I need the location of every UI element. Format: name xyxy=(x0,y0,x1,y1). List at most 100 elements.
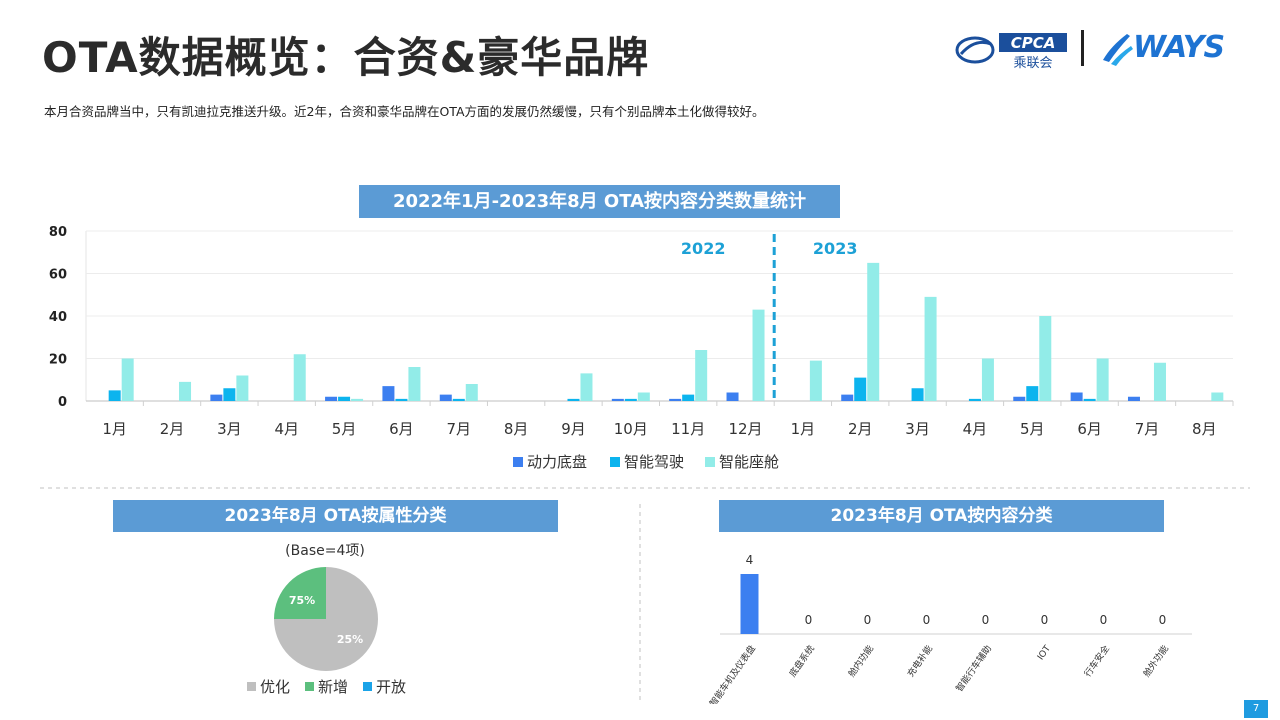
main-chart-bar xyxy=(408,367,421,401)
main-chart-y-tick: 0 xyxy=(58,395,67,410)
main-chart-y-tick: 80 xyxy=(49,225,67,240)
main-chart-bar xyxy=(338,396,351,401)
main-chart-bar xyxy=(1096,358,1109,401)
main-chart-bar xyxy=(293,354,306,401)
main-chart-bar xyxy=(1026,386,1039,401)
pie-chart-title: 2023年8月 OTA按属性分类 xyxy=(113,500,558,532)
main-chart-bar xyxy=(223,388,236,401)
year-label-2022: 2022 xyxy=(681,239,726,258)
main-chart-bar xyxy=(179,381,192,401)
category-x-tick: 充电补能 xyxy=(904,643,934,679)
main-chart-bar xyxy=(108,390,121,401)
main-chart-legend-label: 动力底盘 xyxy=(527,453,587,471)
main-chart-bar xyxy=(624,398,637,401)
category-x-tick: 智能行车辅助 xyxy=(953,643,994,694)
page-number: 7 xyxy=(1244,700,1268,718)
page-title: OTA数据概览：合资&豪华品牌 xyxy=(42,33,650,82)
main-chart-legend-swatch xyxy=(705,457,715,467)
main-chart-bar xyxy=(1039,316,1052,401)
pie-legend-swatch xyxy=(363,682,372,691)
main-chart-bar xyxy=(809,360,822,401)
category-bar-value: 0 xyxy=(1100,613,1108,627)
ways-logo-icon xyxy=(1103,34,1133,66)
pie-legend-label: 新增 xyxy=(318,678,348,696)
main-chart-bar xyxy=(841,394,854,401)
main-chart-x-tick: 8月 xyxy=(1192,420,1217,438)
main-chart-bar xyxy=(395,398,408,401)
pie-legend-swatch xyxy=(305,682,314,691)
main-chart-bar xyxy=(924,296,937,401)
main-chart-x-tick: 3月 xyxy=(905,420,930,438)
category-x-tick: 舱内功能 xyxy=(845,643,875,679)
main-chart-bar xyxy=(439,394,452,401)
category-bar-value: 0 xyxy=(923,613,931,627)
main-chart-bar xyxy=(1153,362,1166,401)
main-chart-y-tick: 40 xyxy=(49,310,67,325)
category-chart-title: 2023年8月 OTA按内容分类 xyxy=(719,500,1164,532)
main-chart-bar xyxy=(121,358,134,401)
main-chart-bar xyxy=(911,388,924,401)
main-chart-x-tick: 5月 xyxy=(332,420,357,438)
main-chart-bar xyxy=(1083,398,1096,401)
main-chart-y-tick: 20 xyxy=(49,353,67,368)
main-chart-x-tick: 2月 xyxy=(848,420,873,438)
main-chart-bar xyxy=(682,394,695,401)
pie-base-label: (Base=4项) xyxy=(285,543,365,559)
panel-divider xyxy=(639,504,641,700)
subtitle: 本月合资品牌当中，只有凯迪拉克推送升级。近2年，合资和豪华品牌在OTA方面的发展… xyxy=(44,104,765,119)
main-chart-bar xyxy=(669,398,682,401)
category-bar xyxy=(740,574,759,634)
main-chart-x-tick: 8月 xyxy=(504,420,529,438)
main-chart-x-tick: 1月 xyxy=(102,420,127,438)
pie-legend-label: 开放 xyxy=(376,678,406,696)
main-chart-legend: 动力底盘 智能驾驶 智能座舱 xyxy=(513,453,779,471)
pie-legend-label: 优化 xyxy=(260,678,290,696)
main-chart-bar xyxy=(210,394,223,401)
main-chart-bar xyxy=(637,392,650,401)
pie-legend-swatch xyxy=(247,682,256,691)
main-chart-y-tick: 60 xyxy=(49,268,67,283)
main-chart-x-tick: 12月 xyxy=(728,420,762,438)
main-chart-bar xyxy=(580,373,593,401)
main-chart-bar xyxy=(325,396,338,401)
main-chart-bar xyxy=(1070,392,1083,401)
main-chart-bar xyxy=(867,262,880,401)
attribute-pie-chart: (Base=4项) 75% 25% 优化 新增 开放 xyxy=(247,543,406,696)
main-chart-title: 2022年1月-2023年8月 OTA按内容分类数量统计 xyxy=(359,185,840,218)
main-chart-bar xyxy=(452,398,465,401)
main-chart-bar xyxy=(752,309,765,401)
main-chart-legend-swatch xyxy=(513,457,523,467)
main-chart-x-tick: 2月 xyxy=(160,420,185,438)
main-chart-bar xyxy=(236,375,249,401)
pie-slice xyxy=(274,567,326,619)
category-x-tick: 智能车机及仪表盘 xyxy=(707,643,758,704)
main-chart-bar xyxy=(611,398,624,401)
category-x-tick: 舱外功能 xyxy=(1140,643,1170,679)
main-chart-x-tick: 10月 xyxy=(614,420,648,438)
cpca-logo-text: CPCA xyxy=(1011,34,1056,52)
main-chart-x-tick: 6月 xyxy=(389,420,414,438)
category-bar-value: 0 xyxy=(864,613,872,627)
main-chart-bar xyxy=(382,386,395,401)
monthly-ota-chart: 0 20 40 60 80 1月 2月 3月 4月 5月 6月 7月 8月 9月 10月 11月 12月 1月 2月… xyxy=(49,225,1234,471)
category-bar-value: 0 xyxy=(1159,613,1167,627)
main-chart-bar xyxy=(968,398,981,401)
pie-slice-label: 75% xyxy=(289,594,315,607)
main-chart-bar xyxy=(465,384,478,401)
main-chart-bar xyxy=(1013,396,1026,401)
main-chart-legend-label: 智能座舱 xyxy=(719,453,779,471)
main-chart-x-tick: 1月 xyxy=(791,420,816,438)
main-chart-x-tick: 11月 xyxy=(671,420,705,438)
main-chart-bar xyxy=(567,398,580,401)
section-divider xyxy=(40,487,1250,489)
main-chart-x-tick: 7月 xyxy=(1135,420,1160,438)
year-label-2023: 2023 xyxy=(813,239,858,258)
pie-slice-label: 25% xyxy=(337,633,363,646)
category-x-tick: 底盘系统 xyxy=(786,643,816,679)
category-bar-value: 0 xyxy=(982,613,990,627)
main-chart-x-tick: 4月 xyxy=(963,420,988,438)
main-chart-x-tick: 9月 xyxy=(561,420,586,438)
main-chart-legend-label: 智能驾驶 xyxy=(624,453,684,471)
main-chart-legend-swatch xyxy=(610,457,620,467)
main-chart-bar xyxy=(1211,392,1224,401)
